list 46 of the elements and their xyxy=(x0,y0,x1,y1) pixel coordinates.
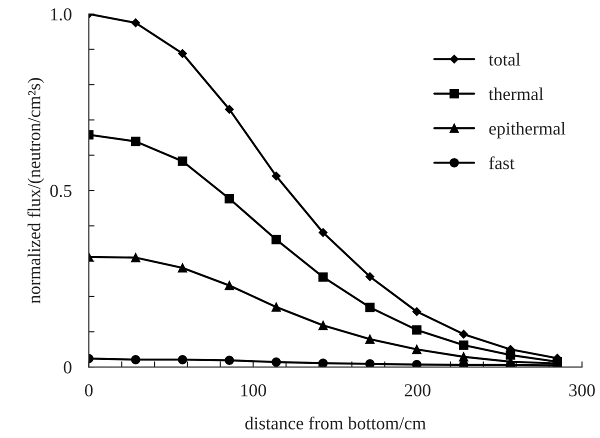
point xyxy=(318,228,328,237)
point xyxy=(365,334,375,344)
point xyxy=(272,302,281,312)
legend-label: epithermal xyxy=(489,122,566,138)
point xyxy=(365,359,375,368)
point xyxy=(178,156,188,166)
point xyxy=(365,302,375,312)
y-axis-title: normalized flux/(neutron/cm²s) xyxy=(27,78,44,304)
point xyxy=(412,325,422,335)
point xyxy=(178,263,188,273)
legend-label: fast xyxy=(489,156,515,170)
point xyxy=(272,234,281,244)
point xyxy=(458,340,468,350)
y-tick-label: 0 xyxy=(64,361,72,374)
point xyxy=(365,272,374,282)
point xyxy=(178,354,188,364)
legend-label: total xyxy=(488,52,520,66)
point xyxy=(224,280,234,290)
point xyxy=(130,136,140,146)
point xyxy=(458,352,468,362)
point xyxy=(272,172,281,181)
point xyxy=(224,104,234,114)
x-tick-label: 100 xyxy=(241,384,266,396)
point xyxy=(130,354,140,364)
point xyxy=(412,360,422,368)
point xyxy=(272,357,281,367)
point xyxy=(318,358,328,368)
legend-label: thermal xyxy=(488,87,544,100)
x-tick-label: 200 xyxy=(404,384,430,396)
point xyxy=(178,49,187,58)
point xyxy=(506,360,516,368)
y-tick-label: 1.0 xyxy=(51,8,72,21)
y-tick-label: 0.5 xyxy=(50,184,72,198)
point xyxy=(412,344,422,354)
point xyxy=(131,18,140,28)
point xyxy=(318,320,328,330)
x-tick-label: 300 xyxy=(569,384,595,396)
point xyxy=(458,360,468,368)
point xyxy=(412,307,422,316)
point xyxy=(459,330,468,339)
point xyxy=(130,252,140,262)
point xyxy=(224,356,234,366)
point xyxy=(224,194,234,204)
point xyxy=(318,272,328,282)
x-tick-label: 0 xyxy=(84,384,93,396)
x-axis-title: distance from bottom/cm xyxy=(245,416,426,430)
